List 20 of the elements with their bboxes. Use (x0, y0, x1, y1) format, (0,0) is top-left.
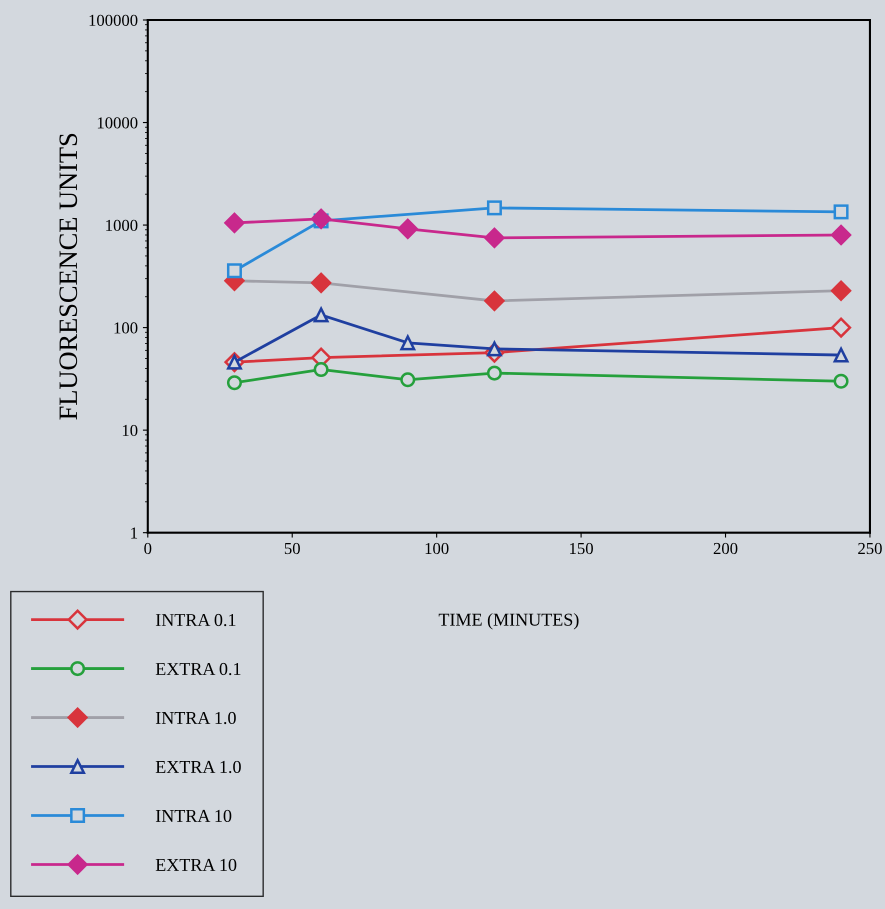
y-tick-label: 100 (114, 322, 138, 334)
x-tick-label: 0 (144, 542, 152, 554)
legend-label: EXTRA 10 (156, 858, 236, 871)
legend-label: EXTRA 0.1 (156, 662, 240, 676)
legend-label: INTRA 1.0 (156, 712, 236, 724)
y-tick-label: 10 (122, 424, 138, 436)
legend-label: INTRA 0.1 (156, 614, 236, 626)
legend-label: EXTRA 1.0 (156, 760, 241, 774)
y-tick-label: 100000 (90, 14, 138, 26)
y-axis-title: FLUORESCENCE UNITS (59, 134, 78, 420)
x-tick-label: 200 (714, 542, 738, 554)
x-tick-label: 100 (426, 542, 449, 554)
x-tick-label: 250 (858, 542, 882, 554)
legend-label: INTRA 10 (156, 810, 232, 822)
x-axis-title: TIME (MINUTES) (438, 613, 579, 630)
x-tick-label: 50 (284, 542, 300, 554)
y-tick-label: 10000 (98, 117, 138, 128)
y-tick-label: 1000 (106, 220, 138, 232)
x-tick-label: 150 (570, 542, 593, 554)
y-tick-label: 1 (131, 527, 138, 538)
